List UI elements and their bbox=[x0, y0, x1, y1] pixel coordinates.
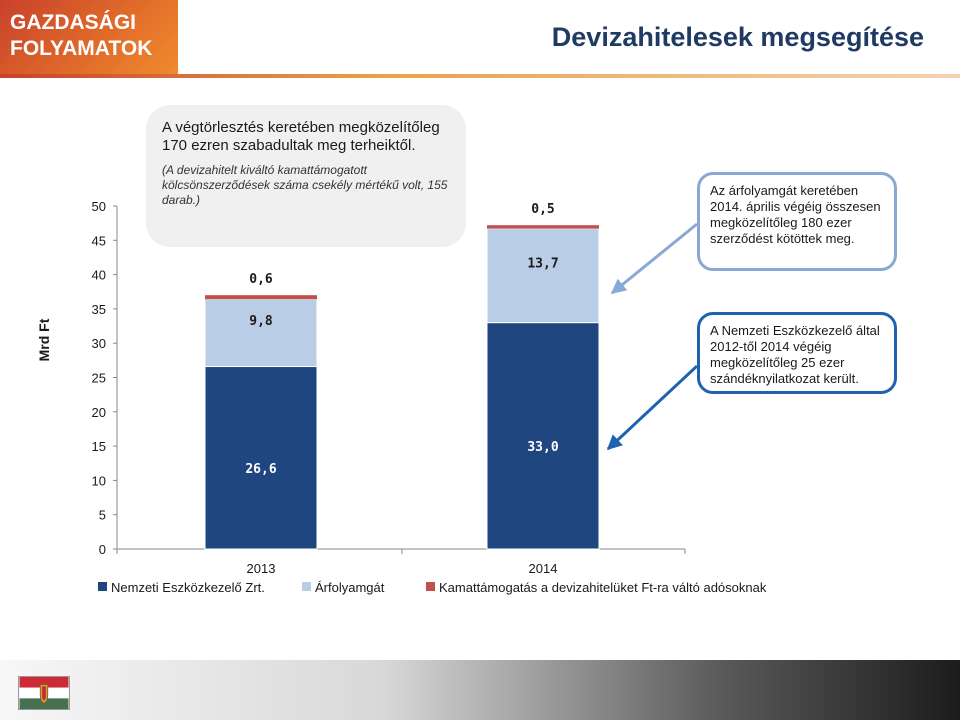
y-tick-label: 25 bbox=[92, 371, 106, 386]
hungarian-flag-icon bbox=[18, 676, 70, 710]
arrow-layer bbox=[606, 222, 699, 451]
y-tick-label: 45 bbox=[92, 233, 106, 248]
data-label-kamattamogatas: 0,6 bbox=[249, 272, 273, 287]
bar-arfolyamgat bbox=[486, 228, 600, 324]
legend-label-nek: Nemzeti Eszközkezelő Zrt. bbox=[111, 580, 265, 595]
callout-asset-manager: A Nemzeti Eszközkezelő által 2012-től 20… bbox=[697, 312, 897, 394]
y-tick-label: 15 bbox=[92, 439, 106, 454]
callout-prepayment: A végtörlesztés keretében megközelítőleg… bbox=[146, 105, 466, 247]
brand-block: GAZDASÁGI FOLYAMATOK bbox=[0, 0, 178, 74]
label-layer: 26,6 9,8 0,6 33,0 13,7 0,5 bbox=[245, 202, 558, 477]
bar-nek bbox=[486, 322, 600, 550]
data-label-kamattamogatas: 0,5 bbox=[531, 202, 554, 217]
bar-kamattamogatas bbox=[205, 295, 317, 300]
brand-text: GAZDASÁGI FOLYAMATOK bbox=[10, 11, 153, 60]
page-title: Devizahitelesek megsegítése bbox=[551, 22, 924, 52]
y-tick-label: 5 bbox=[99, 508, 106, 523]
header-divider bbox=[0, 74, 960, 78]
legend-item-kamattamogatas: Kamattámogatás a devizahitelüket Ft-ra v… bbox=[426, 580, 766, 595]
callout-prepayment-note: (A devizahitelt kiváltó kamattámogatott … bbox=[162, 163, 448, 207]
y-tick-label: 40 bbox=[92, 268, 106, 283]
x-tick-label: 2013 bbox=[247, 561, 276, 576]
callout-exchange-rate-cap-text: Az árfolyamgát keretében 2014. április v… bbox=[710, 183, 881, 246]
legend-swatch-arfolyamgat bbox=[302, 582, 311, 591]
bar-arfolyamgat bbox=[204, 298, 318, 368]
legend-item-nek: Nemzeti Eszközkezelő Zrt. bbox=[98, 580, 265, 595]
legend-swatch-nek bbox=[98, 582, 107, 591]
data-label-arfolyamgat: 9,8 bbox=[249, 314, 273, 329]
bar-nek bbox=[204, 366, 318, 550]
callout-exchange-rate-cap: Az árfolyamgát keretében 2014. április v… bbox=[697, 172, 897, 271]
callout-prepayment-main: A végtörlesztés keretében megközelítőleg… bbox=[162, 119, 440, 154]
x-tick-label: 2014 bbox=[529, 561, 558, 576]
y-tick-label: 30 bbox=[92, 336, 106, 351]
legend-label-kamattamogatas: Kamattámogatás a devizahitelüket Ft-ra v… bbox=[439, 580, 767, 595]
arrow-to-nek bbox=[606, 364, 699, 451]
callout-asset-manager-text: A Nemzeti Eszközkezelő által 2012-től 20… bbox=[710, 323, 880, 386]
y-tick-label: 10 bbox=[92, 473, 106, 488]
y-tick-label: 35 bbox=[92, 302, 106, 317]
legend-label-arfolyamgat: Árfolyamgát bbox=[315, 580, 385, 595]
data-label-nek: 26,6 bbox=[245, 462, 276, 477]
stacked-bar-chart: 0 5 10 15 20 25 30 35 40 45 50 2013 2014 26,6 9,8 0,6 3… bbox=[92, 199, 699, 576]
legend-swatch-kamattamogatas bbox=[426, 582, 435, 591]
y-tick-label: 0 bbox=[99, 542, 106, 557]
data-label-nek: 33,0 bbox=[527, 440, 558, 455]
legend-item-arfolyamgat: Árfolyamgát bbox=[302, 580, 384, 595]
y-tick-label: 50 bbox=[92, 199, 106, 214]
header: GAZDASÁGI FOLYAMATOK Devizahitelesek meg… bbox=[0, 0, 960, 74]
arrow-to-arfolyamgat bbox=[610, 222, 698, 295]
data-label-arfolyamgat: 13,7 bbox=[527, 257, 558, 272]
y-tick-label: 20 bbox=[92, 405, 106, 420]
bar-layer bbox=[204, 225, 600, 550]
bar-kamattamogatas bbox=[487, 225, 599, 229]
footer-bar bbox=[0, 660, 960, 720]
